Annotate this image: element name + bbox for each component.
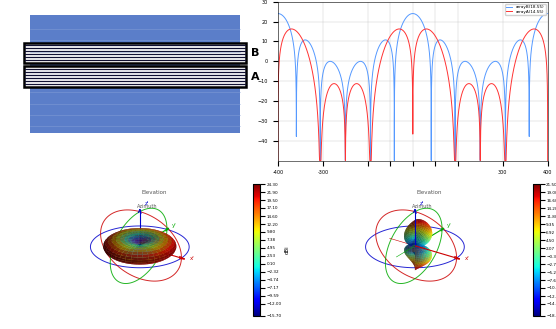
Legend: arrayB(18.55), arrayA(14.55): arrayB(18.55), arrayA(14.55) xyxy=(505,4,545,15)
Y-axis label: dBi: dBi xyxy=(284,246,289,254)
arrayB(18.55) xyxy=(533,25,540,29)
arrayB(18.55) xyxy=(544,12,551,15)
Text: A: A xyxy=(251,71,260,82)
arrayB(18.55) xyxy=(317,159,324,163)
Bar xyxy=(24,42,246,63)
arrayA(14.55) xyxy=(366,153,373,157)
Line: arrayB(18.55): arrayB(18.55) xyxy=(278,13,548,161)
Bar xyxy=(24,66,246,87)
Bar xyxy=(30,15,240,133)
arrayA(14.55) xyxy=(472,89,479,93)
arrayB(18.55) xyxy=(275,12,281,15)
Text: B: B xyxy=(251,48,259,58)
X-axis label: Elevation / Degree: Elevation / Degree xyxy=(390,181,435,186)
arrayA(14.55) xyxy=(479,100,486,104)
arrayA(14.55) xyxy=(275,159,281,163)
arrayB(18.55) xyxy=(479,85,486,89)
arrayA(14.55) xyxy=(544,159,551,163)
arrayB(18.55) xyxy=(403,16,409,20)
arrayA(14.55) xyxy=(533,28,540,32)
Line: arrayA(14.55): arrayA(14.55) xyxy=(278,29,548,161)
arrayA(14.55) xyxy=(288,27,295,31)
arrayB(18.55) xyxy=(530,37,537,41)
arrayB(18.55) xyxy=(366,89,373,93)
arrayB(18.55) xyxy=(472,73,479,77)
arrayA(14.55) xyxy=(403,32,409,36)
arrayA(14.55) xyxy=(530,27,537,31)
